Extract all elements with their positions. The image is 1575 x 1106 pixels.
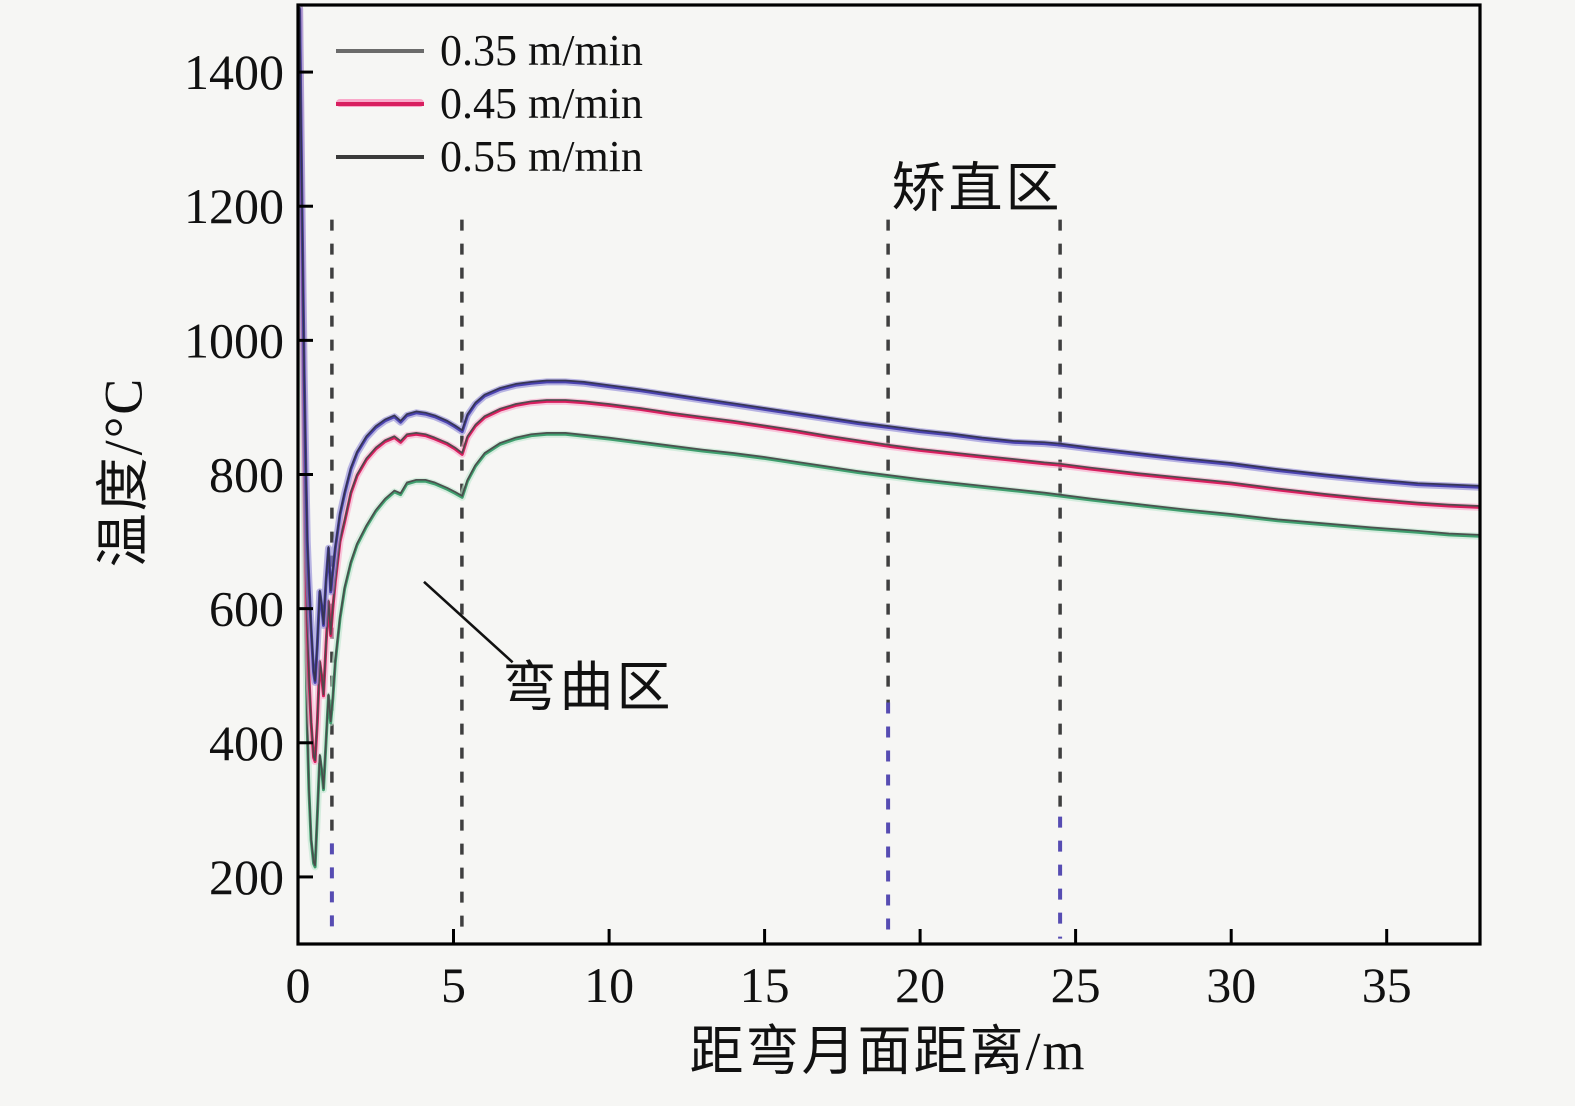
x-tick-label: 20 [895,957,945,1013]
y-axis-title: 温度/°C [93,376,154,568]
x-tick-label: 15 [740,957,790,1013]
curve-core [298,6,1480,682]
x-tick-label: 10 [584,957,634,1013]
legend-label: 0.45 m/min [440,78,643,128]
legend-item-035: 0.35 m/min [336,24,643,77]
y-tick-label: 200 [209,849,284,905]
y-tick-label: 1200 [184,178,284,234]
curve-core [298,6,1480,762]
y-tick-label: 600 [209,581,284,637]
x-axis-title: 距弯月面距离/m [689,1021,1087,1082]
bending-zone-leader-line [423,580,514,664]
y-tick-label: 1000 [184,312,284,368]
bending-zone-label: 弯曲区 [502,657,674,718]
series-curves [298,5,1480,871]
y-tick-label: 400 [209,715,284,771]
legend: 0.35 m/min 0.45 m/min 0.55 m/min [336,24,643,183]
legend-label: 0.55 m/min [440,131,643,181]
x-tick-label: 30 [1206,957,1256,1013]
straightening-zone-label: 矫直区 [891,158,1063,219]
legend-item-055: 0.55 m/min [336,130,643,183]
axis-ticks: 0 5 10 15 20 25 30 35 200 400 600 800 1000 1200 1400 [184,44,1412,1013]
legend-line-swatch-035 [336,44,424,57]
x-tick-label: 25 [1051,957,1101,1013]
series-0.35-m-min [298,5,1480,871]
series-0.45-m-min [298,5,1480,766]
legend-line-core [336,102,424,106]
x-tick-label: 35 [1362,957,1412,1013]
x-tick-label: 0 [286,957,311,1013]
legend-line-core [336,49,424,53]
x-tick-label: 5 [441,957,466,1013]
y-tick-label: 800 [209,447,284,503]
legend-line-swatch-055 [336,150,424,163]
legend-line-core [336,155,424,159]
curve-core [298,6,1480,867]
series-0.55-m-min [298,5,1480,686]
legend-item-045: 0.45 m/min [336,77,643,130]
y-tick-label: 1400 [184,44,284,100]
legend-line-swatch-045 [336,97,424,110]
zone-boundary-lines [329,219,1063,939]
legend-label: 0.35 m/min [440,25,643,75]
